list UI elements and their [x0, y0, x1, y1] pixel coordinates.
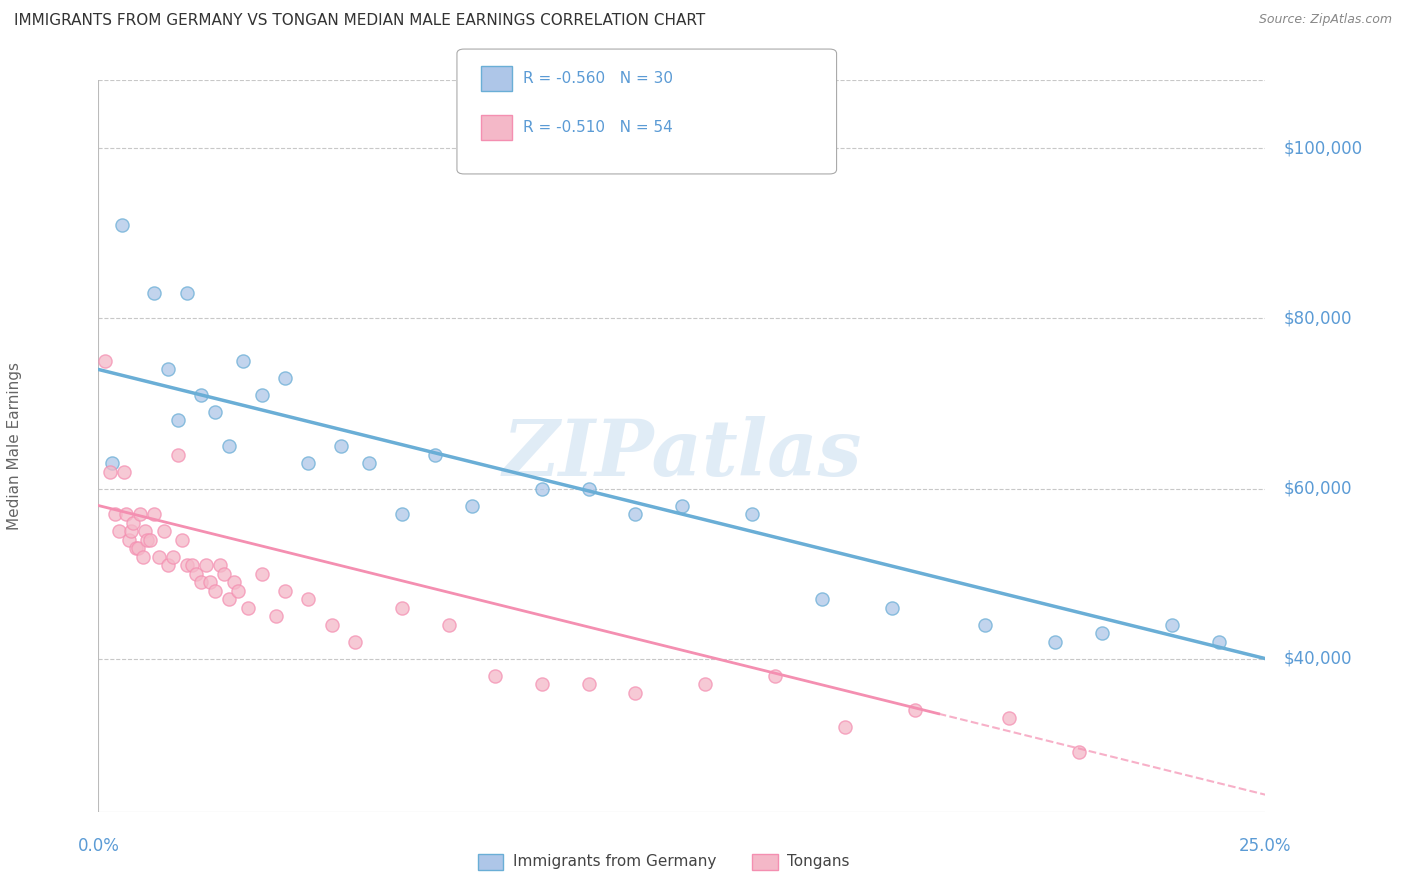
Point	[624, 686, 647, 700]
Point	[1045, 634, 1067, 648]
Point	[176, 285, 198, 300]
Point	[111, 218, 134, 232]
Point	[461, 499, 484, 513]
Point	[578, 482, 600, 496]
Point	[118, 533, 141, 547]
Text: Median Male Earnings: Median Male Earnings	[7, 362, 22, 530]
Point	[236, 600, 259, 615]
Point	[904, 703, 927, 717]
Point	[152, 524, 174, 538]
Point	[695, 677, 717, 691]
Text: 0.0%: 0.0%	[77, 838, 120, 855]
Point	[157, 558, 180, 572]
Point	[391, 507, 413, 521]
Point	[101, 456, 124, 470]
Point	[162, 549, 184, 564]
Point	[104, 507, 127, 521]
Text: $40,000: $40,000	[1284, 649, 1353, 667]
Point	[176, 558, 198, 572]
Point	[143, 285, 166, 300]
Point	[671, 499, 693, 513]
Text: Immigrants from Germany: Immigrants from Germany	[513, 855, 717, 869]
Text: ZIPatlas: ZIPatlas	[502, 417, 862, 492]
Point	[172, 533, 194, 547]
Point	[115, 507, 138, 521]
Point	[1161, 617, 1184, 632]
Point	[321, 617, 343, 632]
Point	[330, 439, 353, 453]
Point	[112, 465, 135, 479]
Point	[624, 507, 647, 521]
Text: Source: ZipAtlas.com: Source: ZipAtlas.com	[1258, 13, 1392, 27]
Text: $60,000: $60,000	[1284, 480, 1353, 498]
Point	[157, 362, 180, 376]
Point	[997, 711, 1019, 725]
Point	[166, 413, 188, 427]
Point	[194, 558, 217, 572]
Point	[741, 507, 763, 521]
Point	[218, 439, 240, 453]
Point	[423, 448, 446, 462]
Point	[530, 482, 553, 496]
Point	[218, 592, 240, 607]
Point	[834, 720, 856, 734]
Point	[134, 524, 156, 538]
Point	[1067, 745, 1090, 759]
Point	[129, 507, 152, 521]
Text: IMMIGRANTS FROM GERMANY VS TONGAN MEDIAN MALE EARNINGS CORRELATION CHART: IMMIGRANTS FROM GERMANY VS TONGAN MEDIAN…	[14, 13, 706, 29]
Point	[763, 668, 786, 682]
Point	[120, 524, 142, 538]
Point	[391, 600, 413, 615]
Text: 25.0%: 25.0%	[1239, 838, 1292, 855]
Point	[811, 592, 834, 607]
Point	[132, 549, 155, 564]
Point	[250, 566, 273, 581]
Point	[264, 609, 287, 624]
Point	[880, 600, 903, 615]
Point	[125, 541, 148, 555]
Point	[166, 448, 188, 462]
Point	[214, 566, 236, 581]
Text: $100,000: $100,000	[1284, 139, 1364, 157]
Point	[437, 617, 460, 632]
Point	[180, 558, 202, 572]
Point	[222, 575, 245, 590]
Point	[190, 575, 212, 590]
Point	[578, 677, 600, 691]
Text: R = -0.510   N = 54: R = -0.510 N = 54	[523, 120, 673, 135]
Point	[484, 668, 506, 682]
Point	[204, 583, 226, 598]
Point	[190, 388, 212, 402]
Text: Tongans: Tongans	[787, 855, 849, 869]
Point	[108, 524, 131, 538]
Point	[204, 405, 226, 419]
Text: R = -0.560   N = 30: R = -0.560 N = 30	[523, 71, 673, 86]
Point	[228, 583, 250, 598]
Point	[122, 516, 145, 530]
Point	[186, 566, 208, 581]
Point	[136, 533, 159, 547]
Point	[208, 558, 231, 572]
Point	[148, 549, 170, 564]
Point	[127, 541, 149, 555]
Point	[274, 583, 297, 598]
Point	[94, 354, 117, 368]
Point	[232, 354, 254, 368]
Point	[139, 533, 162, 547]
Point	[98, 465, 121, 479]
Point	[530, 677, 553, 691]
Text: $80,000: $80,000	[1284, 310, 1353, 327]
Point	[1208, 634, 1230, 648]
Point	[250, 388, 273, 402]
Point	[143, 507, 166, 521]
Point	[274, 371, 297, 385]
Point	[200, 575, 222, 590]
Point	[359, 456, 381, 470]
Point	[297, 592, 319, 607]
Point	[974, 617, 997, 632]
Point	[297, 456, 319, 470]
Point	[1091, 626, 1114, 640]
Point	[344, 634, 367, 648]
